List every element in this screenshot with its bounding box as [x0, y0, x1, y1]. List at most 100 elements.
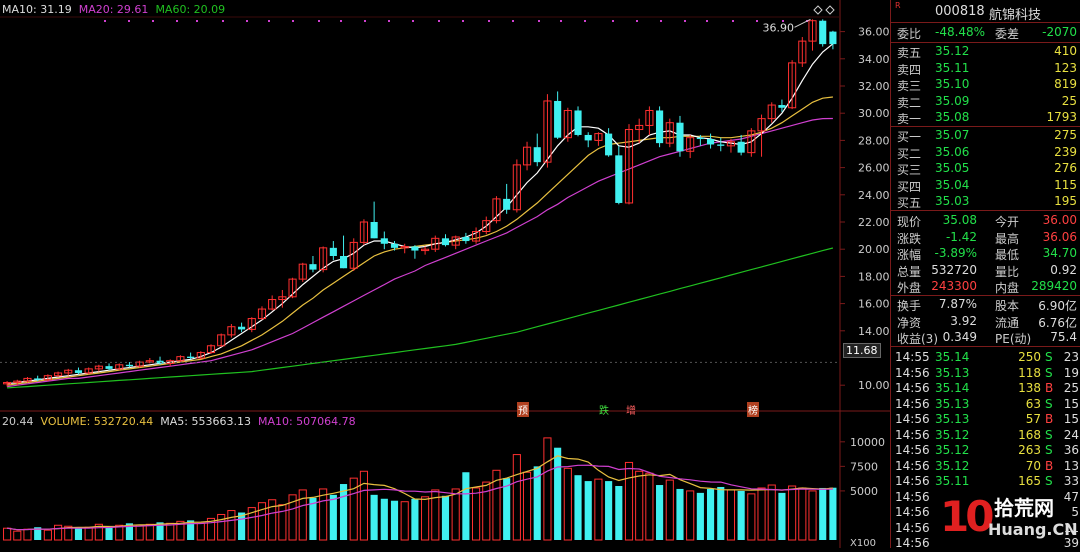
event-dot: [268, 20, 270, 22]
price-axis-label: 32.00: [858, 80, 890, 93]
candle-body: [767, 104, 776, 120]
buy-level-row[interactable]: 买五 35.03 195: [891, 194, 1080, 210]
event-dot: [152, 20, 154, 22]
candle-body: [472, 231, 481, 242]
price-axis-label: 36.00: [858, 26, 890, 39]
sell-level-label: 卖二: [897, 95, 922, 110]
quote-row: 现价 35.08 今开 36.00: [891, 213, 1080, 229]
fundamental-label: 流通: [995, 315, 1020, 330]
marker-bang[interactable]: 榜: [747, 402, 759, 417]
kline-chart[interactable]: 36.00 34.00 32.00 30.00 28.00 26.00 24.00 22.00…: [0, 0, 890, 548]
volume-bar: [757, 487, 766, 541]
sell-level-row[interactable]: 卖一 35.08 1793: [891, 110, 1080, 126]
high-annotation: 36.90: [763, 21, 795, 34]
marker-zeng[interactable]: 增: [626, 406, 636, 417]
volume-bar: [94, 523, 103, 541]
volume-bar: [309, 497, 317, 540]
quote-row: 涨跌 -1.42 最高 36.06: [891, 230, 1080, 246]
quote-label: 现价: [897, 215, 922, 229]
volume-bar: [615, 486, 623, 540]
tick-row: 14:56 35.13 63 S 15: [891, 397, 1080, 413]
buy-level-qty: 275: [1054, 128, 1077, 142]
volume-bar: [431, 489, 440, 541]
weibi-value: -48.48%: [935, 25, 986, 39]
marker-yu[interactable]: 预: [517, 402, 529, 417]
candle-body: [94, 365, 103, 370]
tick-count: 5: [1071, 505, 1079, 519]
marker-die[interactable]: 跌: [599, 406, 609, 417]
tick-count: 47: [1063, 489, 1079, 504]
candle-body: [339, 256, 348, 269]
candle-body: [176, 356, 185, 362]
ma20-value: MA20: 29.61: [78, 3, 149, 16]
candle-body: [482, 220, 491, 233]
candle-body: [441, 238, 450, 246]
sell-level-row[interactable]: 卖四 35.11 123: [891, 61, 1080, 77]
buy-level-row[interactable]: 买二 35.06 239: [891, 145, 1080, 161]
candle-body: [757, 118, 766, 132]
sell-level-price: 35.11: [935, 60, 970, 75]
candle-body: [288, 278, 297, 298]
candle-body: [187, 356, 195, 358]
candle-body: [605, 133, 613, 156]
event-dot: [512, 20, 514, 22]
candle-body: [431, 237, 440, 250]
candle-body: [635, 124, 644, 131]
buy-level-label: 买五: [897, 196, 922, 210]
candle-body: [64, 369, 73, 374]
candle-body: [349, 241, 358, 269]
weibi-label: 委比: [897, 27, 922, 41]
candle-body: [268, 299, 277, 310]
diamond-icon: [825, 5, 835, 15]
price-axis-label: 18.00: [858, 270, 890, 283]
buy-level-row[interactable]: 买三 35.05 276: [891, 161, 1080, 177]
volume-ma10-line: [7, 464, 833, 531]
tick-time: 14:55: [895, 350, 930, 364]
sell-level-row[interactable]: 卖二 35.09 25: [891, 94, 1080, 110]
stock-code[interactable]: 000818: [935, 4, 985, 19]
r-badge: R: [895, 1, 901, 10]
quote-value: -1.42: [945, 229, 977, 244]
sell-level-row[interactable]: 卖五 35.12 410: [891, 44, 1080, 60]
tick-price: 35.12: [935, 458, 970, 473]
volume-bar: [257, 502, 267, 541]
quote-row: 总量 532720 量比 0.92: [891, 263, 1080, 279]
candle-body: [411, 246, 419, 251]
volume-bar: [696, 492, 704, 540]
event-dot: [292, 20, 294, 22]
candle-body: [624, 129, 634, 204]
tick-count: 36: [1063, 443, 1079, 457]
tick-price: 35.14: [935, 381, 970, 395]
candle-body: [135, 361, 144, 367]
candle-body: [23, 377, 32, 382]
buy-level-row[interactable]: 买一 35.07 275: [891, 128, 1080, 144]
volume-bar: [554, 447, 562, 540]
sell-level-qty: 410: [1054, 44, 1077, 58]
buy-level-qty: 115: [1054, 177, 1077, 192]
candle-body: [563, 109, 572, 139]
tick-time: 14:56: [895, 520, 930, 535]
volume-bar: [278, 504, 287, 541]
tick-row: 14:56 35.12 263 S 36: [891, 443, 1080, 459]
buy-level-label: 买一: [897, 130, 922, 144]
volume-bar: [665, 479, 674, 541]
sell-level-row[interactable]: 卖三 35.10 819: [891, 77, 1080, 93]
tick-volume: 57: [1025, 412, 1041, 426]
volume-axis-label: 5000: [850, 485, 878, 498]
volume-axis-unit: X100: [850, 538, 876, 548]
tick-direction: S: [1045, 427, 1053, 442]
stock-name[interactable]: 航锦科技: [989, 8, 1042, 23]
volume-bar: [492, 469, 501, 541]
ma10-value: MA10: 31.19: [2, 3, 72, 16]
price-axis-label: 20.00: [858, 243, 890, 256]
candle-body: [503, 198, 511, 210]
quote-label: 量比: [995, 264, 1020, 279]
buy-level-qty: 276: [1054, 161, 1077, 175]
candle-body: [676, 122, 684, 152]
buy-level-row[interactable]: 买四 35.04 115: [891, 178, 1080, 194]
quote-row: 外盘 243300 内盘 289420: [891, 279, 1080, 295]
fundamental-label: 收益(3): [897, 332, 938, 346]
sell-level-qty: 25: [1061, 93, 1077, 108]
event-dot: [246, 20, 248, 22]
tick-count: 11: [1063, 520, 1079, 535]
